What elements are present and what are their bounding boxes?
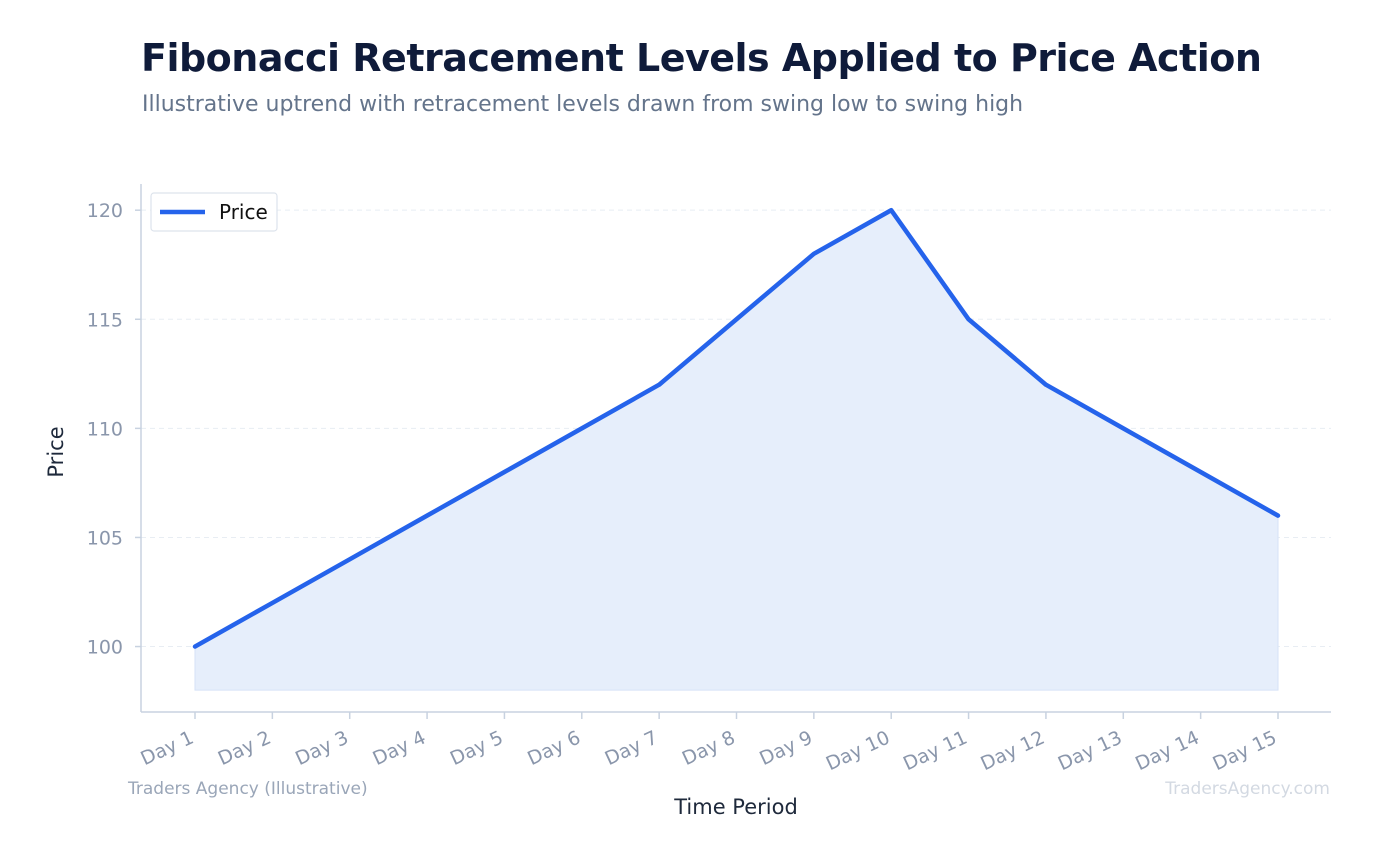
x-tick-label: Day 10 (823, 727, 894, 776)
chart-subtitle: Illustrative uptrend with retracement le… (142, 92, 1024, 117)
y-tick-label: 105 (87, 527, 123, 549)
x-axis-title: Time Period (673, 795, 798, 819)
x-tick-label: Day 15 (1209, 727, 1280, 776)
x-tick-label: Day 13 (1055, 727, 1126, 776)
x-tick-label: Day 8 (679, 727, 739, 770)
y-tick-label: 115 (87, 309, 123, 331)
chart-title: Fibonacci Retracement Levels Applied to … (141, 36, 1262, 80)
y-tick-labels: 100 105 110 115 120 (87, 200, 141, 659)
x-tick-label: Day 2 (215, 727, 275, 770)
x-tick-label: Day 3 (292, 727, 352, 770)
x-tick-label: Day 4 (369, 727, 429, 770)
x-tick-labels: Day 1 Day 2 Day 3 Day 4 Day 5 Day 6 Day 7 Day 8… (137, 712, 1280, 775)
x-tick-label: Day 6 (524, 727, 584, 770)
watermark-label: TradersAgency.com (1165, 779, 1330, 799)
x-tick-label: Day 11 (900, 727, 971, 776)
x-tick-label: Day 12 (977, 727, 1048, 776)
x-tick-label: Day 7 (602, 727, 662, 770)
price-area-fill (194, 209, 1279, 691)
y-tick-label: 110 (87, 418, 123, 440)
legend: Price (150, 192, 278, 232)
x-tick-label: Day 14 (1132, 727, 1203, 776)
legend-label-price: Price (219, 200, 268, 224)
x-tick-label: Day 5 (447, 727, 507, 770)
x-tick-label: Day 9 (756, 727, 816, 770)
source-label: Traders Agency (Illustrative) (128, 779, 368, 799)
y-tick-label: 100 (87, 637, 123, 659)
y-axis-title: Price (44, 426, 68, 477)
legend-box (150, 192, 278, 232)
y-tick-label: 120 (87, 200, 123, 222)
x-tick-label: Day 1 (137, 727, 197, 770)
price-series-line (192, 207, 1281, 649)
